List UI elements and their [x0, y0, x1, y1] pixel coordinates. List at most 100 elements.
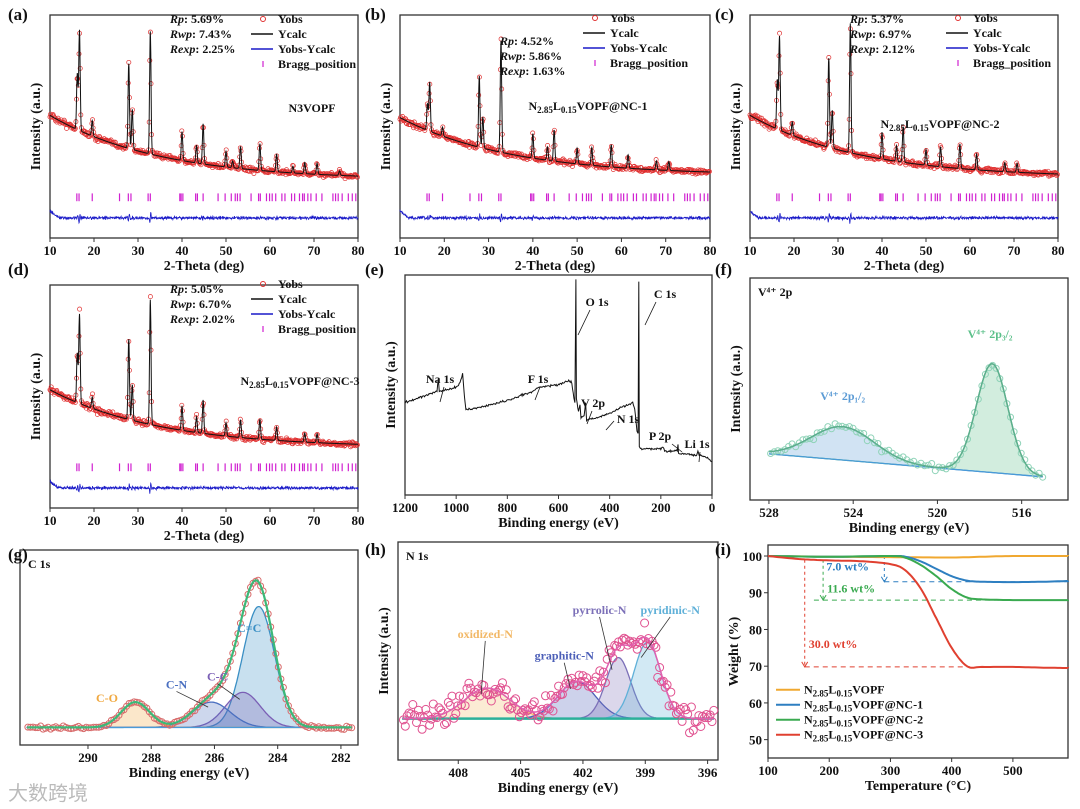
spectrum-title: N 1s [406, 549, 429, 563]
yobs-point [351, 441, 357, 446]
x-tick-label: 50 [220, 513, 233, 528]
x-axis-label: Binding energy (eV) [498, 781, 619, 796]
x-tick-label: 20 [88, 243, 101, 258]
y-axis-label: Intensity (a.u.) [29, 82, 44, 170]
stat-value: : 2.12% [875, 42, 915, 56]
formula-part: N [804, 728, 813, 742]
legend-label: Yobs-Ycalc [973, 41, 1031, 55]
stat-value: : 2.02% [195, 312, 235, 326]
formula-part: L [905, 117, 913, 131]
subscript: 2.85 [813, 689, 829, 699]
data-point [505, 704, 515, 714]
x-tick-label: 80 [352, 513, 365, 528]
legend-label: Ycalc [610, 26, 639, 40]
subscript: 2.85 [249, 380, 265, 390]
data-point [449, 713, 459, 723]
data-point [931, 467, 939, 475]
y-tick-label: 90 [749, 586, 762, 601]
data-point [871, 439, 878, 447]
panel-h [397, 541, 719, 764]
stat-key: Rwp [499, 49, 522, 63]
legend-label: Bragg_position [278, 57, 356, 71]
yobs-point [221, 434, 227, 440]
data-point [221, 670, 229, 678]
refinement-stat: Rexp: 2.12% [849, 42, 915, 56]
legend-yobs-icon [260, 281, 266, 287]
x-tick-label: 399 [636, 765, 656, 780]
x-tick-label: 40 [526, 243, 539, 258]
x-tick-label: 40 [176, 513, 189, 528]
label-arrow [563, 662, 571, 690]
stat-value: : 2.25% [195, 42, 235, 56]
panel-g [19, 549, 359, 749]
data-point [498, 678, 507, 688]
sample-label: N2.85L0.15VOPF@NC-2 [880, 117, 999, 133]
stat-key: Rp [169, 12, 184, 26]
yobs-point [787, 132, 793, 138]
formula-part: N [804, 698, 813, 712]
component-label: C=C [237, 621, 261, 635]
formula-part: N [240, 374, 249, 388]
y-axis-label: Intensity (a.u.) [729, 345, 744, 433]
plot-frame [49, 14, 359, 239]
x-axis-label: 2-Theta (deg) [515, 259, 596, 274]
peak-arrow [671, 443, 683, 453]
x-axis-label: 2-Theta (deg) [164, 529, 245, 544]
data-point [795, 439, 803, 447]
formula-part: VOPF@NC-3 [289, 374, 360, 388]
data-point [817, 428, 825, 436]
data-point [677, 716, 687, 726]
formula-part: L [828, 728, 836, 742]
x-tick-label: 528 [759, 505, 779, 520]
x-tick-label: 516 [1012, 505, 1032, 520]
arrow-head-icon [801, 661, 809, 668]
data-point [640, 618, 650, 628]
stat-key: Rexp [169, 42, 195, 56]
envelope-curve [769, 363, 1043, 477]
x-tick-label: 290 [78, 750, 98, 765]
plot-frame [749, 277, 1069, 501]
refinement-stat: Rexp: 1.63% [499, 64, 565, 78]
panel-a: Rp: 5.69%Rwp: 7.43%Rexp: 2.25% [47, 12, 360, 242]
data-point [928, 460, 936, 467]
envelope-curve [402, 636, 714, 720]
yobs-point [1013, 167, 1018, 173]
formula-part: VOPF@NC-2 [852, 713, 923, 727]
tga-curve [767, 555, 1069, 669]
legend-label: Ycalc [278, 27, 307, 41]
data-point [440, 720, 449, 729]
spectrum-title: C 1s [28, 557, 51, 571]
stat-value: : 4.52% [514, 34, 554, 48]
formula-part: L [828, 698, 836, 712]
refinement-stat: Rp: 5.69% [169, 12, 224, 26]
x-tick-label: 288 [141, 750, 161, 765]
legend-label: N2.85L0.15VOPF@NC-2 [804, 713, 923, 729]
peak-label: Li 1s [684, 437, 709, 451]
data-point [615, 642, 625, 652]
data-point [408, 700, 418, 709]
formula-part: L [553, 99, 561, 113]
legend-yobs-icon [260, 16, 266, 22]
formula-part: L [828, 713, 836, 727]
x-tick-label: 286 [205, 750, 225, 765]
yobs-point [354, 442, 360, 448]
x-tick-label: 30 [132, 243, 145, 258]
stat-value: : 1.63% [525, 64, 565, 78]
sample-label: N2.85L0.15VOPF@NC-1 [528, 99, 647, 115]
tga-curve [767, 555, 1069, 602]
sample-label: N2.85L0.15VOPF@NC-3 [240, 374, 359, 390]
data-point [1039, 473, 1047, 481]
yobs-point [87, 133, 93, 139]
data-point [441, 718, 451, 728]
legend-label: Yobs [278, 277, 303, 291]
peak-arrow [534, 386, 541, 401]
watermark-logo: 大数跨境 [8, 781, 88, 805]
legend-label: Bragg_position [610, 56, 688, 70]
yobs-point [1053, 170, 1059, 176]
legend-label: Yobs-Ycalc [278, 42, 336, 56]
x-tick-label: 40 [176, 243, 189, 258]
yobs-point [527, 156, 533, 161]
panel-letter: (g) [8, 545, 28, 564]
x-tick-label: 50 [220, 243, 233, 258]
data-point [404, 708, 414, 718]
